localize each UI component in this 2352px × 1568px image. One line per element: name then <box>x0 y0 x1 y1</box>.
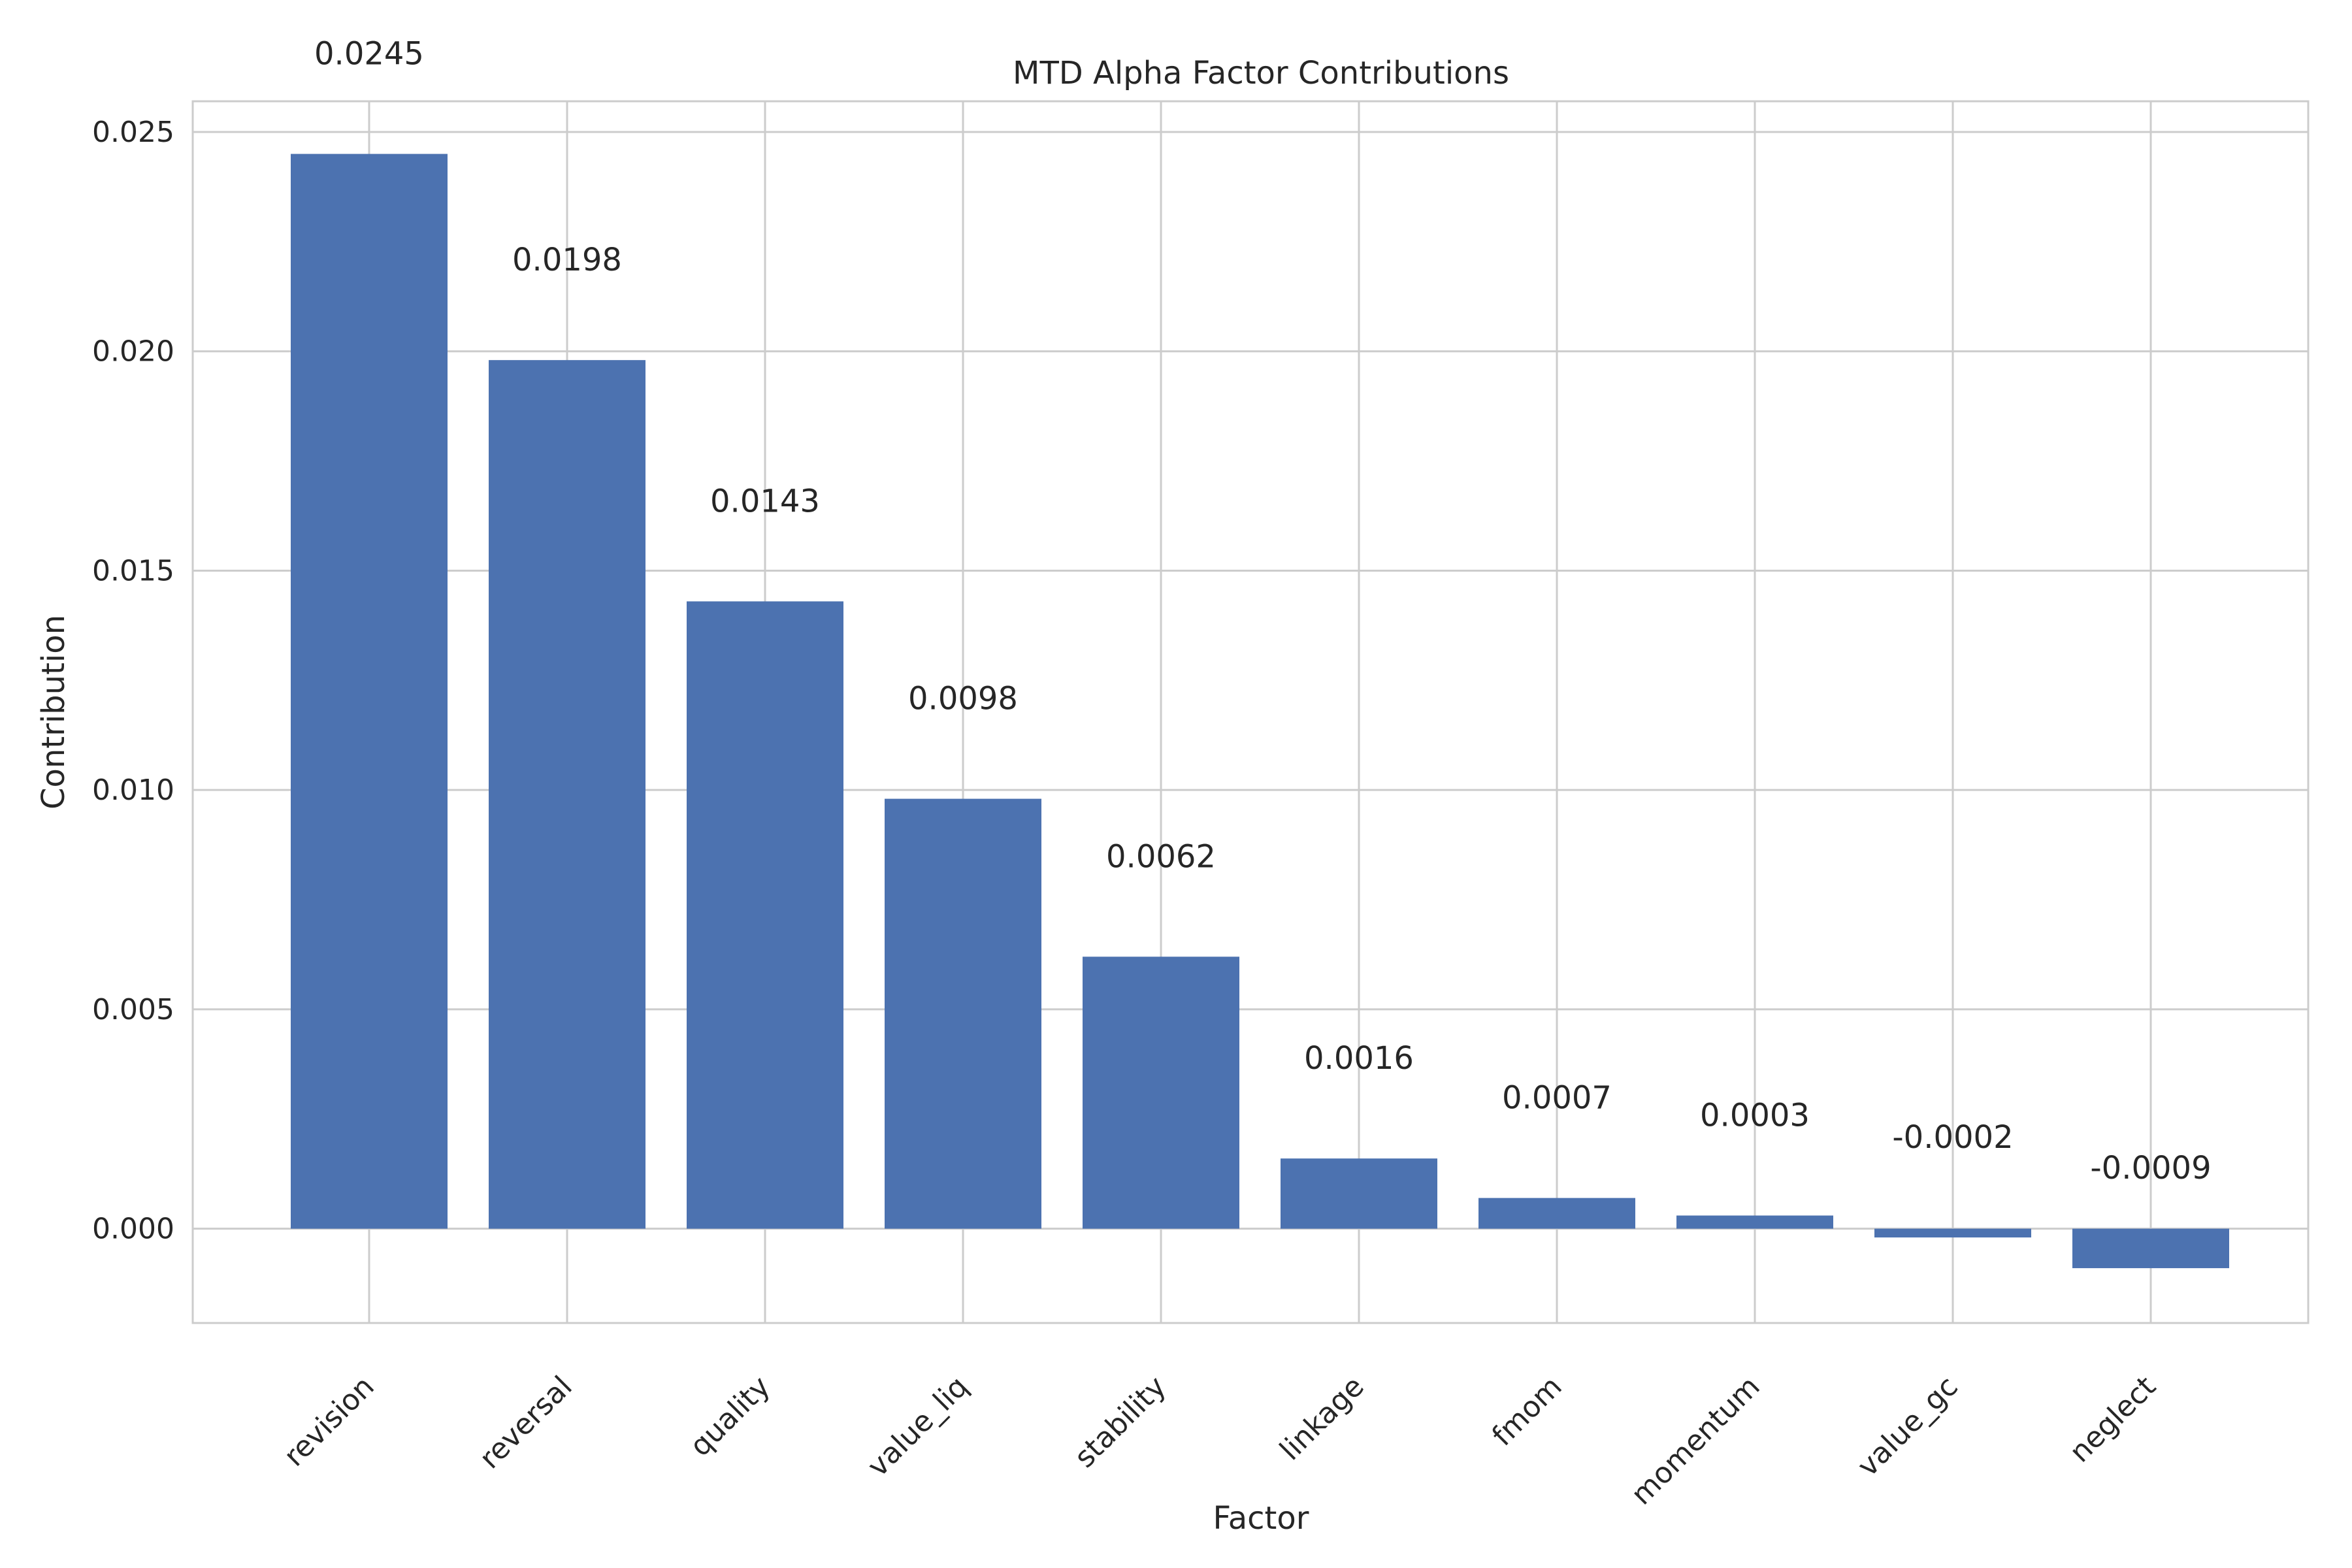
x-tick-label: linkage <box>1273 1370 1371 1467</box>
y-tick-label: 0.020 <box>92 335 174 368</box>
data-label: 0.0143 <box>710 483 820 519</box>
x-tick-label: reversal <box>473 1370 579 1476</box>
chart-title: MTD Alpha Factor Contributions <box>1013 55 1509 91</box>
data-label: 0.0245 <box>314 36 424 73</box>
data-label: 0.0016 <box>1304 1040 1414 1077</box>
data-labels-layer: 0.0245 0.0198 0.0143 0.0098 0.0062 0.0016 0.00… <box>314 36 2212 1186</box>
x-tick-labels: revision reversal quality value_liq stabilit… <box>278 1370 2163 1512</box>
data-label: -0.0002 <box>1892 1119 2013 1156</box>
x-axis-label: Factor <box>1213 1500 1309 1537</box>
data-label: 0.0198 <box>512 242 622 278</box>
y-tick-labels: 0.000 0.005 0.010 0.015 0.020 0.025 <box>92 116 174 1246</box>
y-tick-label: 0.025 <box>92 116 174 149</box>
x-tick-label: stability <box>1068 1370 1173 1475</box>
x-tick-label: quality <box>683 1370 777 1463</box>
y-tick-label: 0.005 <box>92 993 174 1026</box>
bar-linkage <box>1281 1158 1437 1229</box>
bar-value-liq <box>885 798 1041 1229</box>
data-label: 0.0003 <box>1700 1097 1810 1134</box>
x-tick-label: value_liq <box>861 1370 975 1484</box>
bar-quality <box>687 601 843 1229</box>
x-tick-label: fmom <box>1486 1370 1569 1453</box>
data-label: -0.0009 <box>2090 1150 2211 1186</box>
plot-frame <box>191 100 2310 1324</box>
bar-stability <box>1083 956 1239 1229</box>
bar-value-gc <box>1874 1228 2031 1238</box>
y-tick-label: 0.010 <box>92 774 174 807</box>
y-tick-label: 0.000 <box>92 1213 174 1246</box>
y-axis-label: Contribution <box>35 615 72 809</box>
bars-layer <box>291 154 2229 1269</box>
data-label: 0.0062 <box>1106 838 1216 875</box>
bar-reversal <box>489 360 645 1229</box>
y-tick-label: 0.015 <box>92 554 174 587</box>
grid-layer <box>193 101 2308 1323</box>
x-tick-label: neglect <box>2063 1370 2163 1469</box>
bar-neglect <box>2072 1228 2229 1269</box>
x-tick-label: revision <box>278 1370 381 1473</box>
data-label: 0.0007 <box>1502 1080 1612 1117</box>
bar-fmom <box>1478 1198 1635 1229</box>
x-tick-label: value_gc <box>1851 1370 1964 1483</box>
bar-momentum <box>1676 1215 1833 1229</box>
x-tick-label: momentum <box>1625 1370 1767 1512</box>
data-label: 0.0098 <box>908 681 1018 717</box>
bar-revision <box>291 154 448 1229</box>
